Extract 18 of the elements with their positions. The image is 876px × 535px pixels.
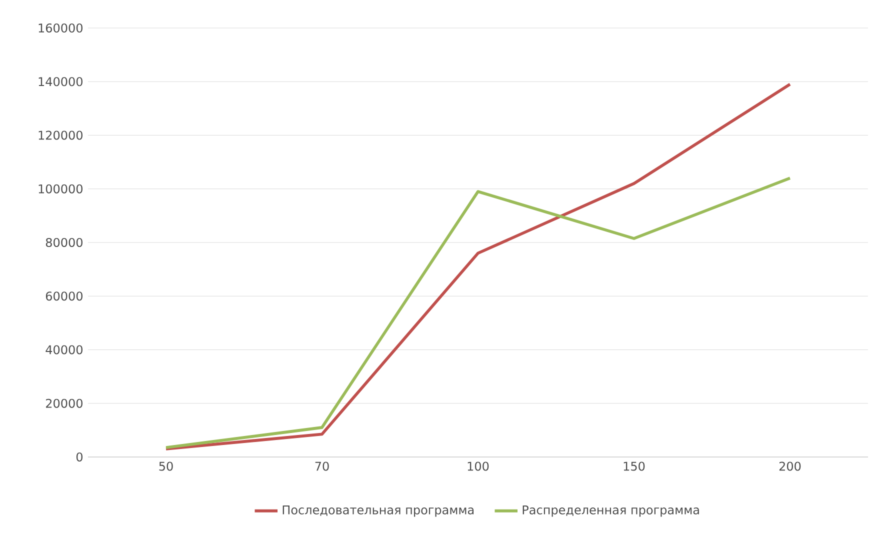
y-tick-label: 120000 [38, 130, 82, 140]
y-tick-label: 140000 [38, 77, 82, 86]
legend-label: Последовательная программа [282, 505, 474, 517]
y-tick-label: 160000 [38, 23, 82, 33]
x-tick-label: 150 [624, 462, 645, 471]
x-tick-label: 70 [315, 462, 329, 471]
line-series [164, 82, 792, 450]
y-tick-label: 60000 [46, 292, 82, 301]
y-tick-label: 0 [76, 452, 82, 462]
y-tick-label: 100000 [38, 184, 82, 194]
x-tick-label: 50 [159, 462, 173, 471]
line-series [164, 176, 792, 450]
y-tick-label: 40000 [46, 345, 82, 354]
y-tick-label: 80000 [46, 238, 82, 248]
y-tick-label: 20000 [46, 398, 82, 408]
legend-label: Распределенная программа [522, 505, 699, 517]
x-tick-label: 100 [468, 462, 489, 471]
x-tick-label: 200 [779, 462, 801, 471]
